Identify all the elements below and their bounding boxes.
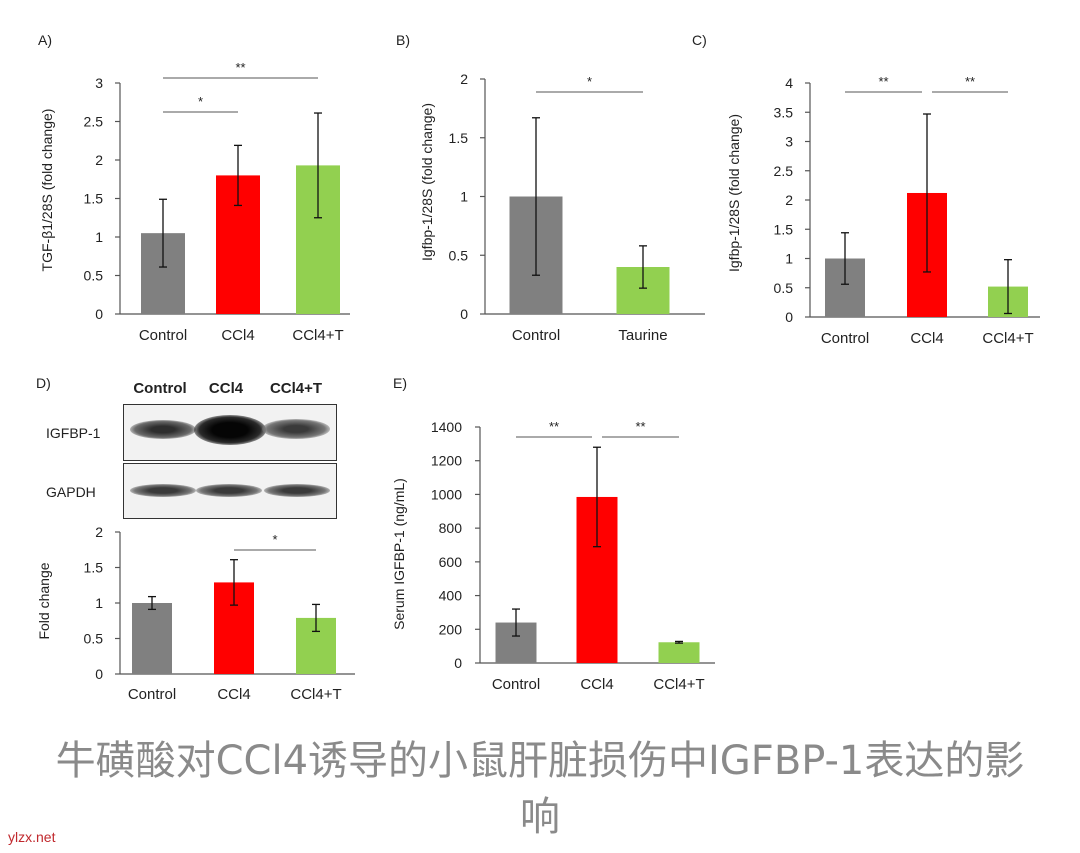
x-tick-label: Control bbox=[512, 327, 560, 344]
blot-band-igfbp1-control bbox=[130, 420, 196, 439]
significance-stars: ** bbox=[549, 419, 559, 434]
blot-band-gapdh-ccl4 bbox=[196, 484, 262, 497]
panel-label: A) bbox=[38, 32, 52, 48]
panel-label: D) bbox=[36, 375, 51, 391]
y-tick-label: 0 bbox=[454, 655, 462, 671]
y-tick-label: 3 bbox=[95, 75, 103, 91]
y-tick-label: 1 bbox=[460, 189, 468, 205]
x-tick-label: Control bbox=[492, 676, 540, 693]
x-tick-label: CCl4+T bbox=[653, 676, 704, 693]
y-tick-label: 4 bbox=[785, 75, 793, 91]
y-tick-label: 1.5 bbox=[84, 191, 104, 207]
significance-stars: ** bbox=[635, 419, 645, 434]
y-tick-label: 2 bbox=[95, 524, 103, 540]
y-tick-label: 2.5 bbox=[84, 114, 104, 130]
blot-lane-label: CCl4+T bbox=[270, 380, 322, 397]
blot-lane-label: Control bbox=[133, 380, 186, 397]
panel-label: E) bbox=[393, 375, 407, 391]
y-tick-label: 1000 bbox=[431, 486, 462, 502]
y-tick-label: 800 bbox=[439, 520, 463, 536]
y-tick-label: 1 bbox=[785, 251, 793, 267]
y-tick-label: 0 bbox=[95, 306, 103, 322]
y-axis-label: Igfbp-1/28S (fold change) bbox=[726, 114, 742, 272]
y-tick-label: 2 bbox=[460, 71, 468, 87]
y-tick-label: 3 bbox=[785, 134, 793, 150]
y-tick-label: 600 bbox=[439, 554, 463, 570]
significance-stars: ** bbox=[965, 74, 975, 89]
y-tick-label: 0.5 bbox=[84, 631, 104, 647]
y-tick-label: 1200 bbox=[431, 453, 462, 469]
site-watermark: ylzx.net bbox=[8, 829, 56, 845]
x-tick-label: Control bbox=[139, 327, 187, 344]
significance-stars: * bbox=[272, 532, 277, 547]
y-axis-label: Fold change bbox=[36, 562, 52, 639]
y-axis-label: TGF-β1/28S (fold change) bbox=[39, 109, 55, 272]
x-tick-label: Control bbox=[821, 330, 869, 347]
x-tick-label: CCl4 bbox=[217, 686, 250, 703]
x-tick-label: Taurine bbox=[618, 327, 667, 344]
blot-row-label: IGFBP-1 bbox=[46, 425, 101, 441]
y-tick-label: 0.5 bbox=[449, 247, 469, 263]
y-tick-label: 1 bbox=[95, 595, 103, 611]
y-tick-label: 1 bbox=[95, 229, 103, 245]
y-tick-label: 1.5 bbox=[84, 560, 104, 576]
y-tick-label: 0.5 bbox=[774, 280, 794, 296]
x-tick-label: CCl4+T bbox=[982, 330, 1033, 347]
y-axis-label: Serum IGFBP-1 (ng/mL) bbox=[391, 478, 407, 630]
figure-caption-line1: 牛磺酸对CCl4诱导的小鼠肝脏损伤中IGFBP-1表达的影 bbox=[55, 738, 1025, 784]
blot-gapdh-panel bbox=[123, 463, 337, 519]
blot-band-gapdh-control bbox=[130, 484, 196, 497]
blot-band-igfbp1-ccl4 bbox=[194, 415, 266, 445]
panel-label: B) bbox=[396, 32, 410, 48]
significance-stars: * bbox=[587, 74, 592, 89]
blot-band-igfbp1-ccl4t bbox=[262, 419, 330, 439]
blot-row-label: GAPDH bbox=[46, 484, 96, 500]
significance-stars: * bbox=[198, 94, 203, 109]
x-tick-label: CCl4 bbox=[910, 330, 943, 347]
panel-label: C) bbox=[692, 32, 707, 48]
blot-band-gapdh-ccl4t bbox=[264, 484, 330, 497]
x-tick-label: CCl4 bbox=[580, 676, 613, 693]
significance-stars: ** bbox=[878, 74, 888, 89]
x-tick-label: CCl4+T bbox=[290, 686, 341, 703]
y-tick-label: 1.5 bbox=[774, 221, 794, 237]
blot-lane-label: CCl4 bbox=[209, 380, 244, 397]
y-tick-label: 200 bbox=[439, 621, 463, 637]
blot-igfbp1-panel bbox=[123, 404, 337, 461]
x-tick-label: CCl4+T bbox=[292, 327, 343, 344]
significance-stars: ** bbox=[235, 60, 245, 75]
x-tick-label: Control bbox=[128, 686, 176, 703]
y-axis-label: Igfbp-1/28S (fold change) bbox=[419, 103, 435, 261]
y-tick-label: 0.5 bbox=[84, 268, 104, 284]
y-tick-label: 1400 bbox=[431, 419, 462, 435]
y-tick-label: 400 bbox=[439, 588, 463, 604]
y-tick-label: 0 bbox=[460, 306, 468, 322]
bar-control bbox=[132, 603, 172, 674]
y-tick-label: 2.5 bbox=[774, 163, 794, 179]
y-tick-label: 1.5 bbox=[449, 130, 469, 146]
y-tick-label: 0 bbox=[95, 666, 103, 682]
y-tick-label: 0 bbox=[785, 309, 793, 325]
figure-caption-line2: 响 bbox=[520, 794, 560, 840]
y-tick-label: 2 bbox=[785, 192, 793, 208]
y-tick-label: 2 bbox=[95, 152, 103, 168]
bar-ccl4-t bbox=[658, 642, 700, 663]
x-tick-label: CCl4 bbox=[221, 327, 254, 344]
y-tick-label: 3.5 bbox=[774, 104, 794, 120]
